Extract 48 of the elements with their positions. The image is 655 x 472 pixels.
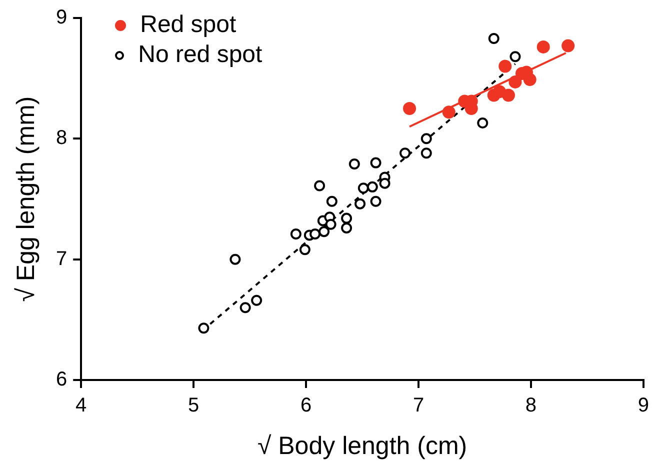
x-tick-label: 4 bbox=[76, 394, 87, 417]
point bbox=[310, 228, 321, 240]
point bbox=[198, 322, 210, 334]
point bbox=[230, 254, 241, 265]
point bbox=[325, 218, 336, 230]
point bbox=[510, 51, 521, 62]
point bbox=[536, 40, 550, 54]
point bbox=[420, 148, 432, 159]
point bbox=[523, 73, 536, 86]
point bbox=[341, 222, 352, 234]
point bbox=[326, 196, 338, 207]
x-tick-label: 7 bbox=[412, 394, 424, 417]
legend-label: Red spot bbox=[140, 10, 236, 40]
point bbox=[488, 33, 500, 44]
point bbox=[251, 294, 262, 306]
point bbox=[562, 39, 575, 52]
x-tick-label: 5 bbox=[188, 394, 200, 417]
point bbox=[314, 180, 326, 192]
point bbox=[290, 228, 302, 240]
x-tick-label: 9 bbox=[638, 394, 649, 417]
point bbox=[318, 226, 330, 238]
point bbox=[348, 158, 360, 170]
y-tick-label: 9 bbox=[56, 6, 68, 29]
point bbox=[366, 181, 378, 192]
point bbox=[442, 106, 456, 119]
point bbox=[370, 196, 382, 207]
point bbox=[299, 244, 310, 256]
point bbox=[341, 212, 352, 224]
legend-label: No red spot bbox=[138, 40, 262, 70]
point bbox=[370, 157, 382, 168]
point bbox=[358, 182, 369, 194]
point bbox=[403, 102, 416, 115]
point bbox=[354, 198, 366, 210]
y-tick-label: 7 bbox=[56, 248, 68, 270]
point bbox=[400, 148, 411, 159]
point bbox=[477, 117, 488, 128]
point bbox=[502, 88, 515, 102]
y-tick-label: 6 bbox=[56, 368, 68, 391]
y-tick-label: 8 bbox=[56, 127, 68, 150]
x-tick-label: 6 bbox=[300, 394, 312, 417]
point bbox=[498, 60, 512, 73]
x-tick-label: 8 bbox=[525, 394, 537, 417]
y-axis-title: √ Egg length (mm) bbox=[12, 96, 40, 302]
point bbox=[379, 178, 390, 189]
x-axis-title: √ Body length (cm) bbox=[257, 432, 468, 460]
point bbox=[508, 75, 522, 88]
point bbox=[420, 133, 432, 144]
point bbox=[240, 302, 251, 314]
